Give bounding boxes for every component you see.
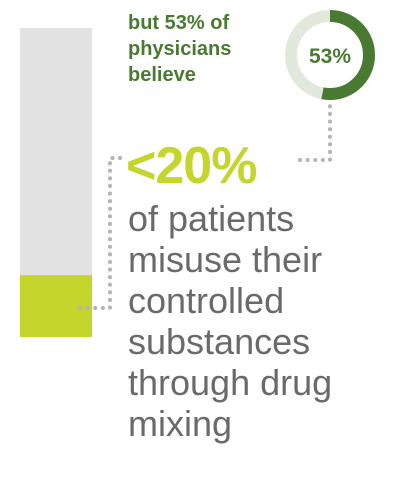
donut-fill <box>285 10 375 100</box>
bar-connector-line <box>78 156 126 310</box>
donut-percent-label: 53% <box>309 45 351 68</box>
description-line-6: mixing <box>128 403 233 444</box>
description-line-5: through drug <box>128 362 333 403</box>
description-line-1: of patients <box>128 198 295 239</box>
donut-connector-line <box>298 98 332 162</box>
belief-line-1: but 53% of <box>128 12 230 34</box>
description-line-4: substances <box>128 321 311 362</box>
patient-stat-value: <20% <box>126 137 257 195</box>
belief-line-2: physicians <box>128 38 232 60</box>
description-line-2: misuse their <box>128 239 323 280</box>
physicians-belief-text: but 53% of physicians believe <box>128 10 278 88</box>
bar-fill <box>20 275 92 337</box>
patient-stat-description: of patients misuse their controlled subs… <box>128 198 408 444</box>
belief-line-3: believe <box>128 64 196 86</box>
description-line-3: controlled <box>128 280 285 321</box>
